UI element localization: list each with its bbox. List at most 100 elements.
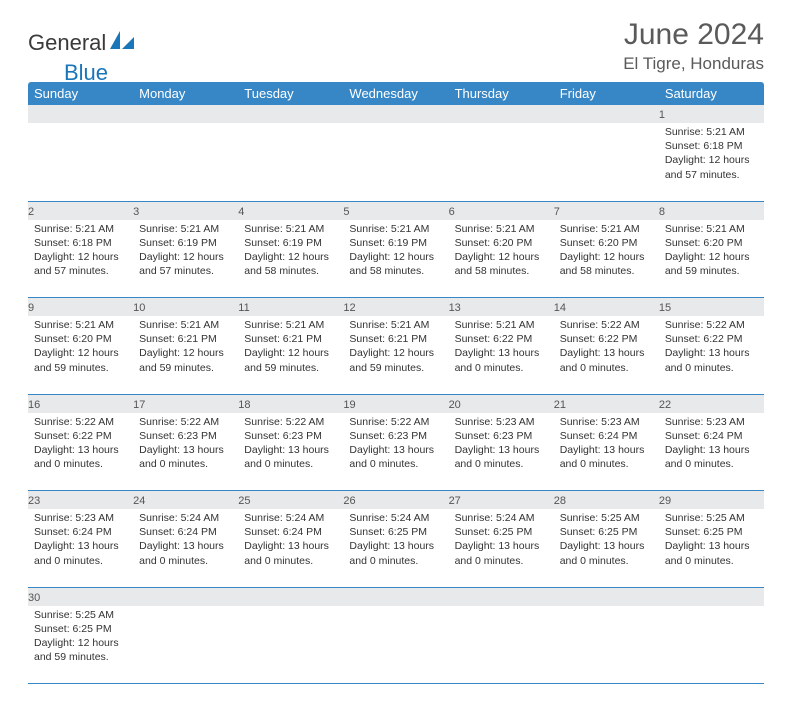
day-details: Sunrise: 5:21 AMSunset: 6:21 PMDaylight:… <box>238 316 343 379</box>
sunset-line: Sunset: 6:24 PM <box>139 525 232 539</box>
day-cell: Sunrise: 5:24 AMSunset: 6:24 PMDaylight:… <box>133 509 238 587</box>
day-cell: Sunrise: 5:25 AMSunset: 6:25 PMDaylight:… <box>659 509 764 587</box>
day-cell: Sunrise: 5:22 AMSunset: 6:23 PMDaylight:… <box>343 413 448 491</box>
daynum-cell: 30 <box>28 587 133 606</box>
sunrise-line: Sunrise: 5:25 AM <box>34 608 127 622</box>
daylight-line: Daylight: 12 hours and 59 minutes. <box>665 250 758 278</box>
day-details: Sunrise: 5:25 AMSunset: 6:25 PMDaylight:… <box>554 509 659 572</box>
day-number: 23 <box>28 495 40 507</box>
day-cell: Sunrise: 5:23 AMSunset: 6:24 PMDaylight:… <box>554 413 659 491</box>
daylight-line: Daylight: 13 hours and 0 minutes. <box>244 443 337 471</box>
day-cell: Sunrise: 5:21 AMSunset: 6:20 PMDaylight:… <box>449 220 554 298</box>
sunset-line: Sunset: 6:25 PM <box>455 525 548 539</box>
daylight-line: Daylight: 13 hours and 0 minutes. <box>455 443 548 471</box>
day-cell: Sunrise: 5:23 AMSunset: 6:24 PMDaylight:… <box>28 509 133 587</box>
sunset-line: Sunset: 6:25 PM <box>560 525 653 539</box>
daynum-cell: 27 <box>449 491 554 510</box>
day-number: 21 <box>554 399 566 411</box>
day-cell: Sunrise: 5:21 AMSunset: 6:19 PMDaylight:… <box>238 220 343 298</box>
sunrise-line: Sunrise: 5:22 AM <box>244 415 337 429</box>
daynum-cell <box>554 105 659 123</box>
daylight-line: Daylight: 13 hours and 0 minutes. <box>560 443 653 471</box>
day-number: 15 <box>659 302 671 314</box>
sunset-line: Sunset: 6:19 PM <box>349 236 442 250</box>
day-cell: Sunrise: 5:21 AMSunset: 6:20 PMDaylight:… <box>28 316 133 394</box>
sunrise-line: Sunrise: 5:23 AM <box>34 511 127 525</box>
daynum-cell <box>659 587 764 606</box>
sunset-line: Sunset: 6:23 PM <box>139 429 232 443</box>
daylight-line: Daylight: 12 hours and 58 minutes. <box>349 250 442 278</box>
day-details: Sunrise: 5:21 AMSunset: 6:19 PMDaylight:… <box>343 220 448 283</box>
sunrise-line: Sunrise: 5:21 AM <box>560 222 653 236</box>
daylight-line: Daylight: 12 hours and 59 minutes. <box>34 346 127 374</box>
daynum-cell <box>133 587 238 606</box>
daynum-cell: 14 <box>554 298 659 317</box>
day-number: 20 <box>449 399 461 411</box>
sunrise-line: Sunrise: 5:21 AM <box>665 222 758 236</box>
sunset-line: Sunset: 6:23 PM <box>349 429 442 443</box>
daynum-cell: 1 <box>659 105 764 123</box>
day-cell <box>28 123 133 201</box>
day-details: Sunrise: 5:22 AMSunset: 6:23 PMDaylight:… <box>343 413 448 476</box>
weekday-header: Wednesday <box>343 82 448 105</box>
sunrise-line: Sunrise: 5:24 AM <box>349 511 442 525</box>
sunset-line: Sunset: 6:23 PM <box>244 429 337 443</box>
sunset-line: Sunset: 6:20 PM <box>34 332 127 346</box>
sunset-line: Sunset: 6:24 PM <box>665 429 758 443</box>
daynum-cell: 22 <box>659 394 764 413</box>
sunset-line: Sunset: 6:25 PM <box>34 622 127 636</box>
day-details: Sunrise: 5:23 AMSunset: 6:24 PMDaylight:… <box>554 413 659 476</box>
sunset-line: Sunset: 6:22 PM <box>455 332 548 346</box>
daynum-row: 9101112131415 <box>28 298 764 317</box>
sunset-line: Sunset: 6:20 PM <box>665 236 758 250</box>
daylight-line: Daylight: 13 hours and 0 minutes. <box>560 539 653 567</box>
daynum-cell: 23 <box>28 491 133 510</box>
day-cell <box>449 123 554 201</box>
day-number: 22 <box>659 399 671 411</box>
day-number: 7 <box>554 206 560 218</box>
daynum-cell <box>554 587 659 606</box>
day-details: Sunrise: 5:23 AMSunset: 6:23 PMDaylight:… <box>449 413 554 476</box>
day-number: 10 <box>133 302 145 314</box>
sunset-line: Sunset: 6:25 PM <box>665 525 758 539</box>
day-details: Sunrise: 5:23 AMSunset: 6:24 PMDaylight:… <box>28 509 133 572</box>
sunset-line: Sunset: 6:21 PM <box>349 332 442 346</box>
daynum-cell <box>238 105 343 123</box>
calendar-body: 1Sunrise: 5:21 AMSunset: 6:18 PMDaylight… <box>28 105 764 684</box>
day-details: Sunrise: 5:24 AMSunset: 6:24 PMDaylight:… <box>238 509 343 572</box>
daylight-line: Daylight: 13 hours and 0 minutes. <box>34 539 127 567</box>
day-number: 4 <box>238 206 244 218</box>
week-row: Sunrise: 5:25 AMSunset: 6:25 PMDaylight:… <box>28 606 764 684</box>
daynum-cell: 2 <box>28 201 133 220</box>
day-details: Sunrise: 5:21 AMSunset: 6:21 PMDaylight:… <box>343 316 448 379</box>
daynum-row: 16171819202122 <box>28 394 764 413</box>
daynum-cell: 28 <box>554 491 659 510</box>
day-details: Sunrise: 5:22 AMSunset: 6:23 PMDaylight:… <box>238 413 343 476</box>
sunrise-line: Sunrise: 5:22 AM <box>560 318 653 332</box>
weekday-header-row: SundayMondayTuesdayWednesdayThursdayFrid… <box>28 82 764 105</box>
daylight-line: Daylight: 12 hours and 58 minutes. <box>560 250 653 278</box>
weekday-header: Friday <box>554 82 659 105</box>
day-number: 28 <box>554 495 566 507</box>
sunrise-line: Sunrise: 5:24 AM <box>139 511 232 525</box>
daynum-cell: 5 <box>343 201 448 220</box>
day-details: Sunrise: 5:23 AMSunset: 6:24 PMDaylight:… <box>659 413 764 476</box>
location-label: El Tigre, Honduras <box>623 54 764 74</box>
day-cell <box>554 123 659 201</box>
week-row: Sunrise: 5:21 AMSunset: 6:18 PMDaylight:… <box>28 220 764 298</box>
week-row: Sunrise: 5:23 AMSunset: 6:24 PMDaylight:… <box>28 509 764 587</box>
daylight-line: Daylight: 13 hours and 0 minutes. <box>139 539 232 567</box>
calendar-table: SundayMondayTuesdayWednesdayThursdayFrid… <box>28 82 764 684</box>
day-cell: Sunrise: 5:21 AMSunset: 6:18 PMDaylight:… <box>659 123 764 201</box>
day-cell <box>554 606 659 684</box>
daylight-line: Daylight: 12 hours and 59 minutes. <box>244 346 337 374</box>
day-number: 16 <box>28 399 40 411</box>
daynum-cell: 3 <box>133 201 238 220</box>
day-details: Sunrise: 5:21 AMSunset: 6:20 PMDaylight:… <box>28 316 133 379</box>
sunset-line: Sunset: 6:19 PM <box>244 236 337 250</box>
day-cell <box>133 606 238 684</box>
sunrise-line: Sunrise: 5:22 AM <box>139 415 232 429</box>
day-cell: Sunrise: 5:22 AMSunset: 6:22 PMDaylight:… <box>554 316 659 394</box>
sunrise-line: Sunrise: 5:21 AM <box>139 222 232 236</box>
daylight-line: Daylight: 13 hours and 0 minutes. <box>349 443 442 471</box>
